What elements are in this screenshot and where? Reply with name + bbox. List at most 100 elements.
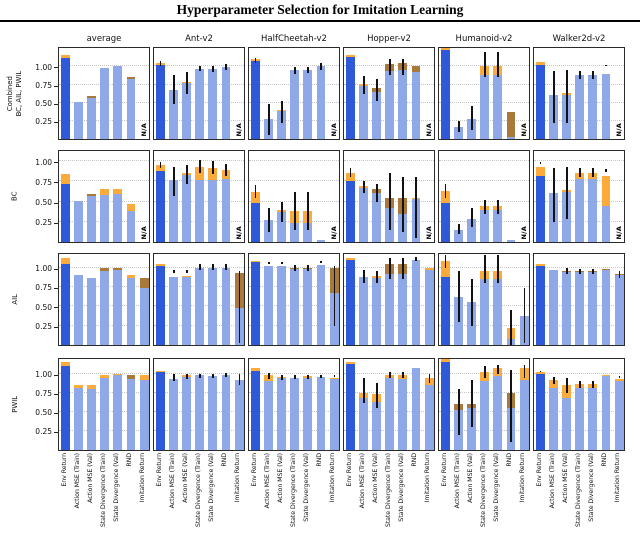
error-bar-state-divergence-train xyxy=(199,373,201,378)
bar-env-return xyxy=(535,265,545,345)
xtick-label-action-mse-val: Action MSE (Val) xyxy=(181,453,189,503)
error-bar-action-mse-val xyxy=(566,69,568,124)
ytick-label: 1.00 xyxy=(35,370,52,380)
error-bar-action-mse-train xyxy=(267,104,270,136)
error-bar-action-mse-val xyxy=(186,373,188,380)
error-bar-env-return xyxy=(539,370,542,373)
bar-imitation-return xyxy=(424,385,434,450)
ytick-label: 1.00 xyxy=(35,157,52,167)
bar-rnd xyxy=(126,79,136,139)
subplot-pwil-average xyxy=(58,358,150,451)
error-bar-state-divergence-val xyxy=(212,373,214,378)
bar-rnd xyxy=(316,66,326,139)
na-label: N/A xyxy=(424,122,433,136)
bar-cap-imitation-return xyxy=(614,379,624,382)
bar-action-mse-val xyxy=(182,376,192,450)
xtick-label-state-divergence-val: State Divergence (Val) xyxy=(398,453,406,522)
bar-env-return xyxy=(250,262,260,345)
bar-cap-env-return xyxy=(250,260,260,263)
bar-action-mse-train xyxy=(548,387,558,450)
bar-env-return xyxy=(155,372,165,450)
bar-action-mse-val xyxy=(277,212,287,242)
error-bar-rnd xyxy=(510,310,513,345)
bar-env-return xyxy=(440,50,450,139)
error-bar-state-divergence-train xyxy=(294,67,296,74)
ytick-mark xyxy=(54,287,58,289)
error-bar-state-divergence-train xyxy=(389,59,391,76)
error-bar-state-divergence-val xyxy=(402,258,404,280)
error-bar-action-mse-val xyxy=(281,374,283,380)
bar-action-mse-val xyxy=(372,277,382,345)
bar-cap-action-mse-val xyxy=(87,96,97,98)
bar-cap-env-return xyxy=(60,54,70,58)
bar-action-mse-val xyxy=(277,265,287,345)
error-bar-state-divergence-val xyxy=(212,264,214,270)
error-bar-action-mse-val xyxy=(281,201,283,222)
bar-cap-state-divergence-train xyxy=(100,189,110,196)
bar-env-return xyxy=(250,203,260,242)
error-bar-action-mse-val xyxy=(471,208,473,228)
na-label: N/A xyxy=(234,225,243,239)
na-label: N/A xyxy=(519,122,528,136)
bar-rnd xyxy=(221,267,231,345)
bar-state-divergence-val xyxy=(208,376,218,450)
ytick-mark xyxy=(54,202,58,204)
ytick-label: 0.75 xyxy=(35,81,52,90)
bar-state-divergence-train xyxy=(480,381,490,450)
bar-state-divergence-train xyxy=(480,75,490,139)
bar-cap-rnd xyxy=(126,375,136,380)
bar-cap-rnd xyxy=(126,204,136,212)
bar-action-mse-train xyxy=(168,89,178,139)
error-bar-action-mse-val xyxy=(566,166,568,220)
bar-rnd xyxy=(411,259,421,345)
xtick-label-env-return: Env Return xyxy=(535,453,543,487)
error-bar-state-divergence-train xyxy=(484,51,486,78)
grid-line xyxy=(249,160,339,162)
ytick-label: 0.25 xyxy=(35,427,52,437)
bar-cap-env-return xyxy=(60,258,70,264)
bar-env-return xyxy=(155,170,165,242)
bar-rnd xyxy=(316,376,326,450)
bar-rnd xyxy=(126,277,136,345)
xtick-label-env-return: Env Return xyxy=(155,453,163,487)
ytick-mark xyxy=(54,121,58,123)
xtick-label-action-mse-train: Action MSE (Train) xyxy=(263,453,271,509)
bar-env-return xyxy=(155,64,165,139)
error-bar-action-mse-val xyxy=(186,72,188,94)
bar-cap-rnd xyxy=(411,66,421,73)
bar-action-mse-val xyxy=(467,408,477,450)
error-bar-rnd xyxy=(320,261,323,263)
error-bar-rnd xyxy=(415,177,418,238)
bar-state-divergence-train xyxy=(195,179,205,242)
bar-env-return xyxy=(60,366,70,450)
subplot-ail-walker2d-v2 xyxy=(533,253,625,346)
bar-env-return xyxy=(345,181,355,242)
xtick-label-action-mse-train: Action MSE (Train) xyxy=(358,453,366,509)
grid-line xyxy=(534,266,624,268)
bar-rnd xyxy=(316,239,326,242)
error-bar-state-divergence-val xyxy=(592,167,594,178)
bar-cap-env-return xyxy=(155,264,165,266)
error-bar-state-divergence-val xyxy=(592,381,594,388)
bar-rnd xyxy=(601,269,611,345)
bar-imitation-return xyxy=(519,379,529,450)
na-label: N/A xyxy=(139,122,148,136)
grid-line xyxy=(439,65,529,67)
grid-line xyxy=(249,180,339,182)
bar-action-mse-val xyxy=(277,378,287,450)
error-bar-imitation-return xyxy=(618,376,621,378)
bar-action-mse-train xyxy=(453,229,463,242)
bar-state-divergence-val xyxy=(303,378,313,450)
ytick-mark xyxy=(54,67,58,69)
na-label: N/A xyxy=(519,225,528,239)
grid-line xyxy=(344,372,434,374)
bar-cap-imitation-return xyxy=(139,375,149,380)
bar-state-divergence-val xyxy=(588,178,598,242)
subplot-combined-walker2d-v2: N/A xyxy=(533,47,625,140)
xtick-label-state-divergence-train: State Divergence (Train) xyxy=(100,453,107,528)
bar-env-return xyxy=(535,175,545,242)
error-bar-rnd xyxy=(225,264,228,270)
grid-line xyxy=(439,200,529,202)
subplot-combined-halfcheetah-v2: N/A xyxy=(248,47,340,140)
bar-imitation-return xyxy=(139,288,149,345)
